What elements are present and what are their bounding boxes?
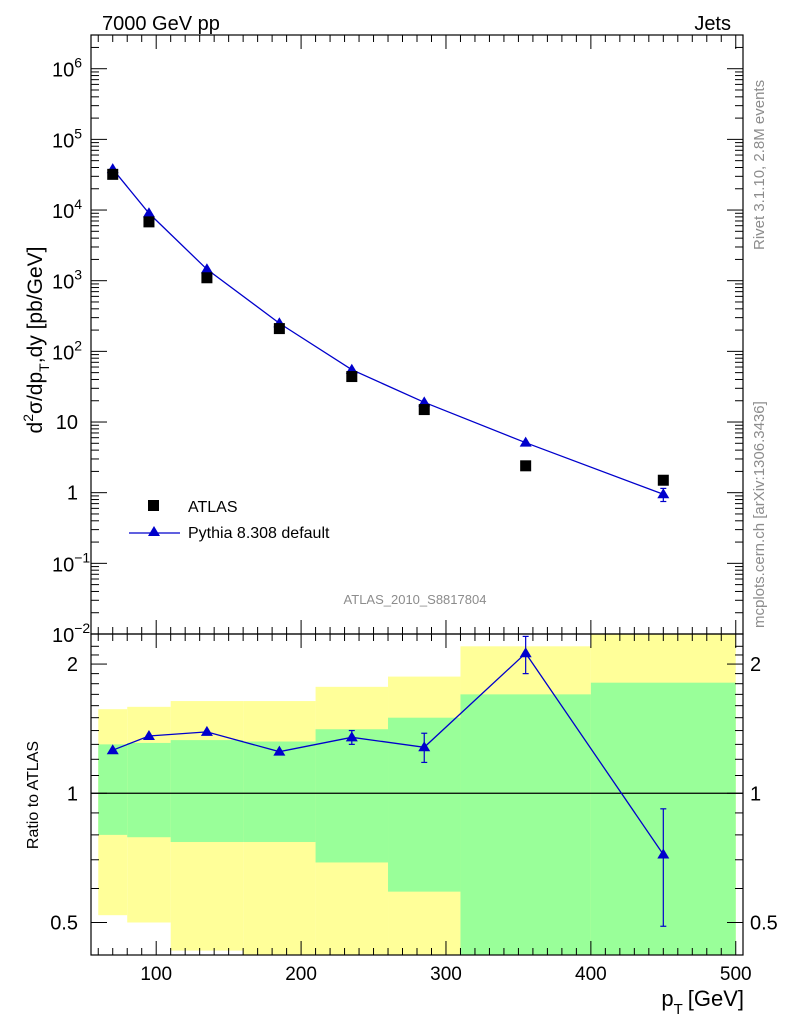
main-y-tick-label: 1 [67,483,78,505]
atlas-point [201,272,213,284]
ratio-band-inner [315,729,389,863]
ratio-band-inner [243,741,316,843]
ratio-point [345,731,358,742]
analysis-label: ATLAS_2010_S8817804 [344,592,487,607]
main-y-tick-label: 102 [52,337,82,364]
header-right-label: Jets [694,13,731,35]
x-axis-label: pT [GeV] [661,986,744,1018]
pythia-point [657,488,670,499]
x-tick-label: 100 [140,964,172,985]
rivet-version-label: Rivet 3.1.10, 2.8M events [751,80,768,250]
legend-pythia-label: Pythia 8.308 default [188,525,330,542]
main-y-ticks [91,34,743,635]
ratio-point [273,745,286,756]
legend-atlas-label: ATLAS [188,499,238,516]
pythia-point [418,396,431,407]
x-tick-label: 200 [285,964,317,985]
ratio-band-inner [127,742,171,838]
legend-pythia-marker [148,526,160,536]
ratio-point [657,848,670,859]
main-frame [90,34,744,635]
ratio-y-tick-label-right: 0.5 [750,912,778,934]
ratio-point [200,725,213,736]
x-tick-label: 500 [720,964,752,985]
ratio-band-inner [170,740,244,843]
x-tick-label: 300 [430,964,462,985]
ratio-band-inner [460,694,591,955]
ratio-y-axis-label: Ratio to ATLAS [25,741,42,849]
ratio-line [112,652,664,855]
legend-atlas-marker [148,500,159,511]
main-y-tick-label: 106 [52,55,82,82]
pythia-series [106,163,670,503]
atlas-point [346,371,358,383]
ratio-y-tick-label-right: 2 [750,654,761,676]
ratio-point [519,647,532,658]
ratio-y-tick-label-left: 0.5 [50,912,78,934]
atlas-point [520,460,532,472]
ratio-point [418,741,431,752]
atlas-point [107,168,119,180]
ratio-panel [98,634,736,955]
main-y-tick-label: 104 [52,196,82,223]
ratio-y-tick-label-left: 2 [67,654,78,676]
ratio-series [106,635,670,927]
atlas-point [143,216,155,228]
header-left-label: 7000 GeV pp [102,13,220,35]
atlas-point [273,323,285,335]
mcplots-reference-label: mcplots.cern.ch [arXiv:1306.3436] [751,401,768,628]
ratio-y-tick-label-right: 1 [750,783,761,805]
main-y-tick-label: 10−1 [52,549,90,576]
ratio-y-tick-label-left: 1 [67,783,78,805]
main-y-axis-label: d2σ/dpT,dy [pb/GeV] [20,247,52,434]
main-y-tick-label: 10 [56,412,78,434]
ratio-y-ticks [91,645,743,923]
x-tick-label: 400 [575,964,607,985]
pythia-point [519,436,532,447]
atlas-point [418,404,430,416]
atlas-series [107,168,669,486]
pythia-point [200,263,213,274]
main-y-tick-label: 10−2 [52,620,90,647]
x-ticks [97,35,737,955]
main-y-tick-label: 105 [52,125,82,152]
atlas-point [657,474,669,486]
ratio-point [142,729,155,740]
pythia-point [142,207,155,218]
ratio-band-inner [98,744,128,835]
legend: ATLAS Pythia 8.308 default [129,499,330,542]
pythia-line [112,168,664,495]
ratio-point [106,744,119,755]
main-y-tick-label: 103 [52,267,82,294]
